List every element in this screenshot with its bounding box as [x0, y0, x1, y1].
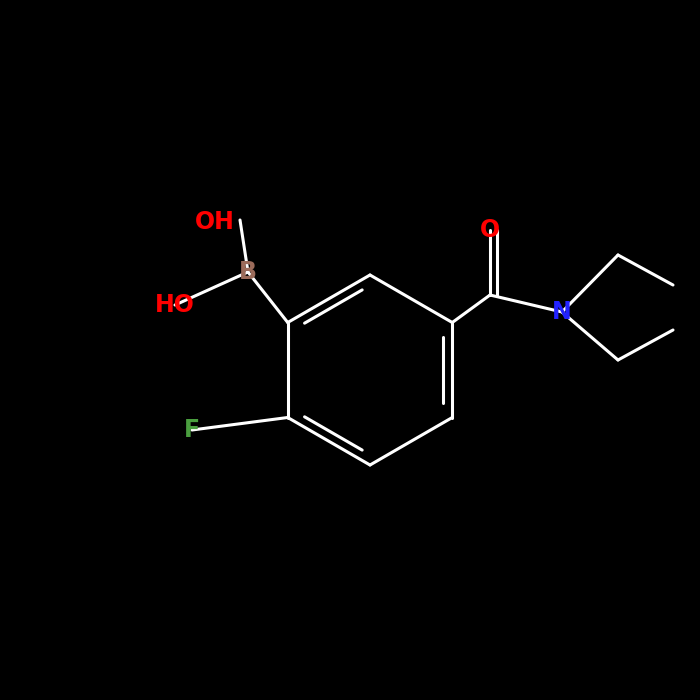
Text: OH: OH: [195, 210, 235, 234]
Text: N: N: [552, 300, 572, 324]
Text: F: F: [184, 418, 200, 442]
Text: O: O: [480, 218, 500, 242]
Text: HO: HO: [155, 293, 195, 317]
Text: B: B: [239, 260, 257, 284]
